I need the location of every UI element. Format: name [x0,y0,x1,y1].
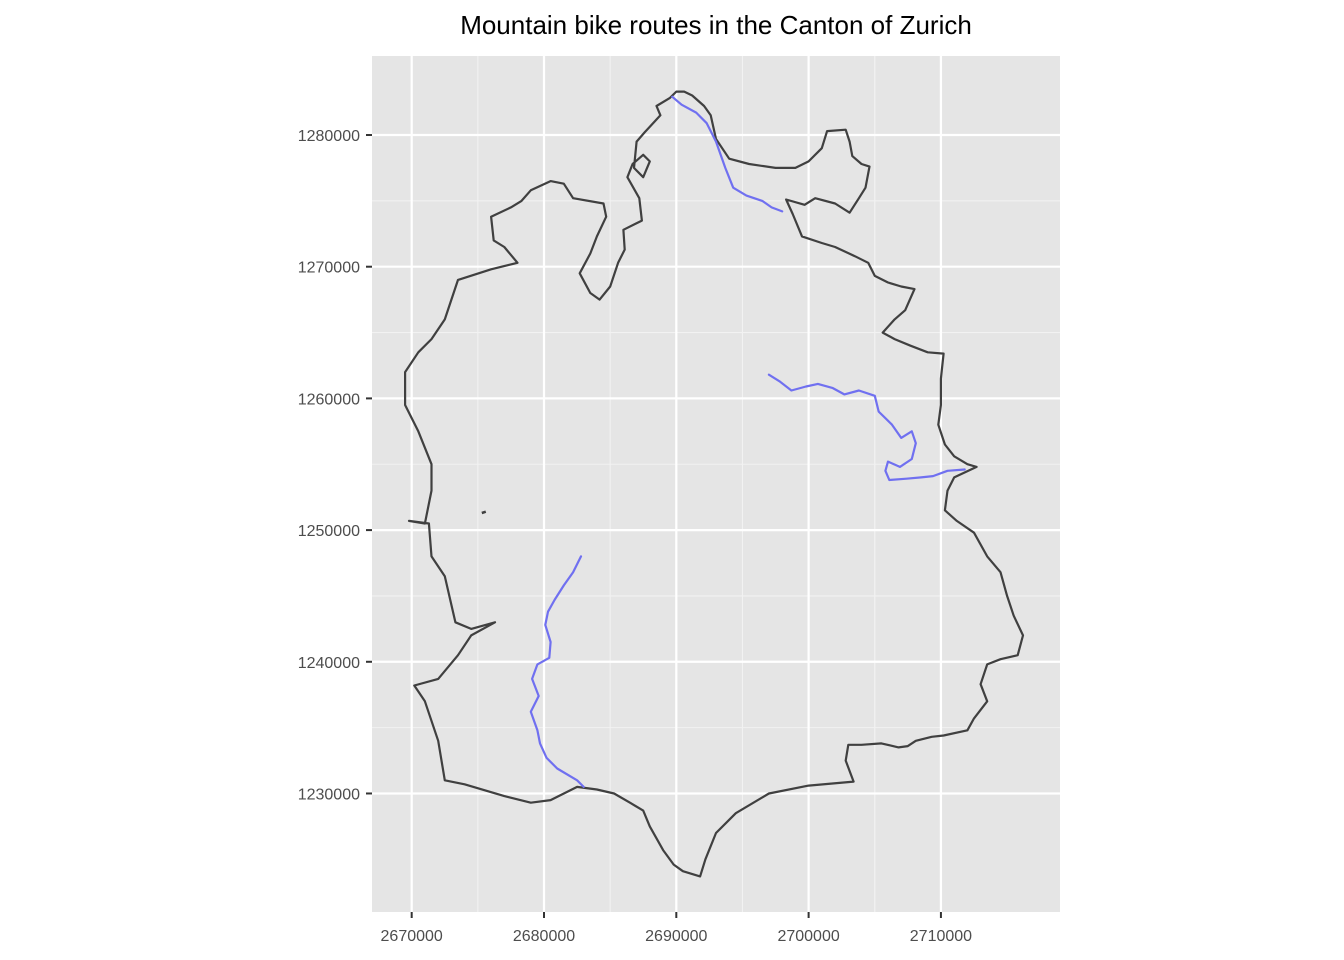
axis-ticks [366,134,942,918]
x-tick-label: 2700000 [777,928,839,945]
x-tick-label: 2670000 [381,928,443,945]
y-tick-label: 1230000 [298,786,360,803]
x-tick-label: 2690000 [645,928,707,945]
y-tick-label: 1260000 [298,391,360,408]
canton-boundary [404,90,1025,878]
y-tick-label: 1270000 [298,260,360,277]
y-tick-label: 1240000 [298,655,360,672]
y-tick-label: 1250000 [298,523,360,540]
boundary-fragment [481,510,487,515]
bike-route [529,555,585,788]
map-layer [404,90,1025,878]
tick-labels: 2670000 2680000 2690000 2700000 2710000 12300… [298,128,972,945]
x-tick-label: 2680000 [513,928,575,945]
x-tick-label: 2710000 [910,928,972,945]
plot-panel [372,56,1060,912]
bike-route [671,95,784,213]
y-tick-label: 1280000 [298,128,360,145]
bike-route [767,373,966,482]
gridlines [372,56,1060,912]
chart-title: Mountain bike routes in the Canton of Zu… [460,10,972,40]
